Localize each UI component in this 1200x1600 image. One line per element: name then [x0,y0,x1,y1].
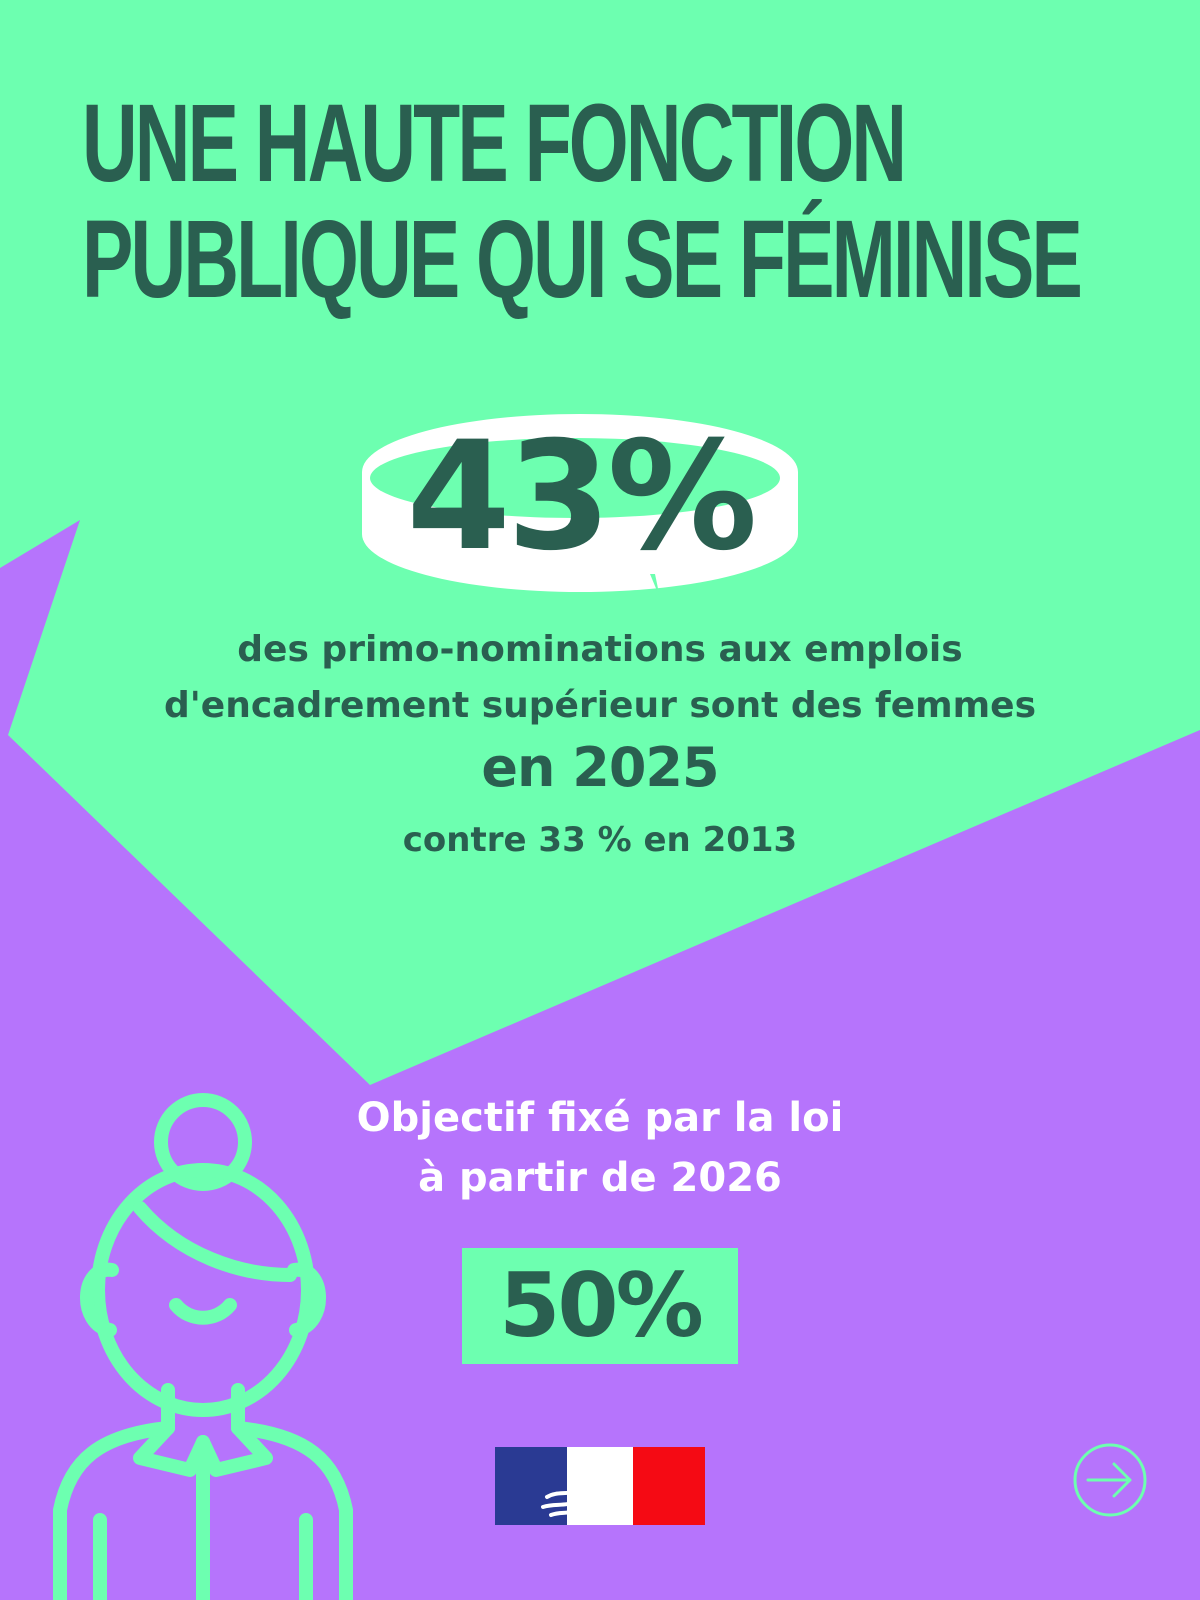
woman-outline-icon [53,1093,353,1600]
goal-percentage: 50% [462,1248,738,1364]
stat-description-line-2: d'encadrement supérieur sont des femmes [164,685,1036,726]
arrow-right-icon [1086,1462,1132,1498]
goal-text-line-2: à partir de 2026 [418,1155,782,1201]
title-line-2: PUBLIQUE QUI SE FÉMINISE [82,198,1083,321]
main-percentage: 43% [406,410,757,584]
ring-highlight [362,414,798,598]
next-arrow-button[interactable] [1072,1442,1148,1518]
stat-comparison: contre 33 % en 2013 [402,820,798,860]
stat-description-line-1: des primo-nominations aux emplois [237,629,963,670]
stat-year: en 2025 [481,736,719,799]
marianne-logo [495,1447,705,1525]
page-title: UNE HAUTE FONCTION PUBLIQUE QUI SE FÉMIN… [82,82,1083,321]
goal-text-line-1: Objectif fixé par la loi [356,1095,844,1141]
title-line-1: UNE HAUTE FONCTION [82,82,907,205]
